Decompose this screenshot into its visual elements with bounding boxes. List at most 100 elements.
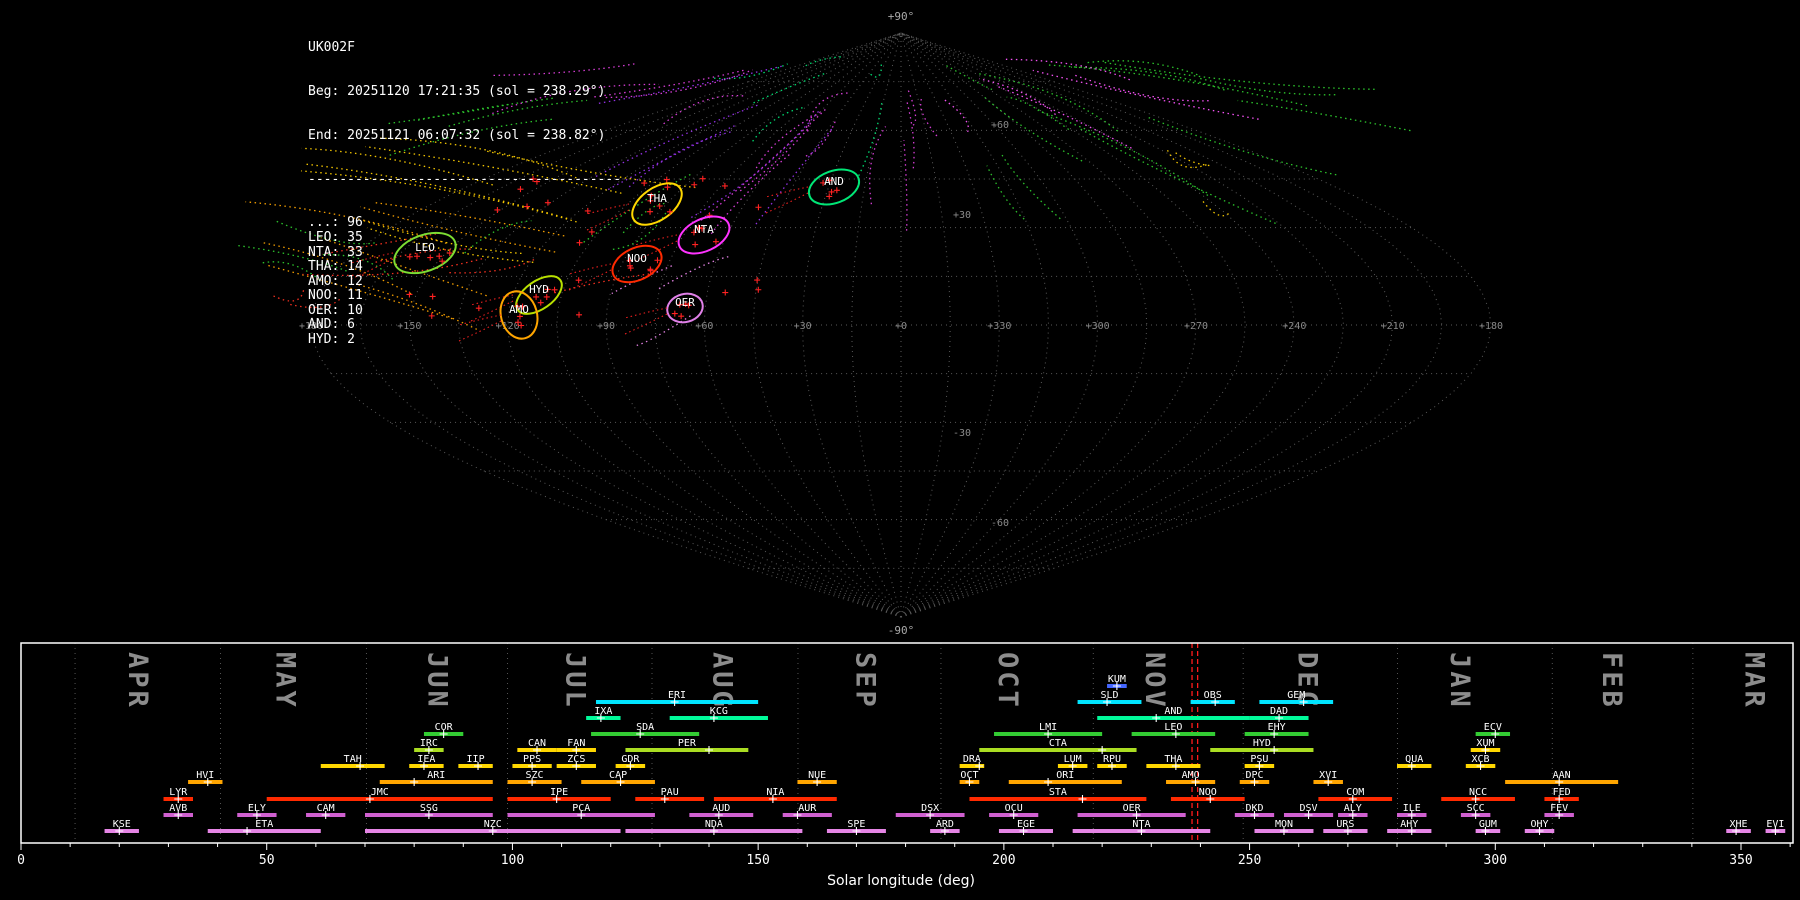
- meteor-track: [658, 256, 729, 290]
- peak-marker-OHY: [1535, 827, 1544, 835]
- peak-marker-NUE: [813, 778, 822, 786]
- peak-marker-COR: [439, 730, 448, 738]
- shower-label-FAN: FAN: [567, 738, 585, 749]
- longitude-label: +180: [1479, 321, 1503, 332]
- meteor-track: [355, 283, 478, 330]
- shower-label-FEV: FEV: [1550, 803, 1568, 814]
- month-label-JAN: JAN: [1444, 652, 1475, 710]
- shower-label-XHE: XHE: [1730, 819, 1748, 830]
- peak-marker-NCC: [1471, 795, 1480, 803]
- meteor-marker: [699, 225, 706, 232]
- shower-label-ARI: ARI: [427, 770, 445, 781]
- peak-marker-NOO: [1206, 795, 1215, 803]
- shower-label-ETA: ETA: [255, 819, 273, 830]
- peak-marker-COM: [1348, 795, 1357, 803]
- shower-count-line: ...: 96: [308, 215, 363, 231]
- grid-meridian: [654, 32, 902, 618]
- meteor-track: [1078, 127, 1276, 224]
- peak-marker-HVI: [203, 778, 212, 786]
- meteor-marker: [543, 293, 550, 300]
- meteor-track: [999, 151, 1061, 220]
- shower-label-LUM: LUM: [1064, 754, 1082, 765]
- peak-marker-DAD: [1275, 714, 1284, 722]
- peak-marker-IRC: [424, 746, 433, 754]
- shower-label-GEM: GEM: [1287, 690, 1305, 701]
- radiant-drift-track: [350, 258, 394, 280]
- meteor-track: [1087, 60, 1198, 76]
- meteor-track: [869, 126, 887, 205]
- meteor-track: [1037, 109, 1209, 197]
- timeline-frame: [20, 642, 1794, 844]
- peak-marker-QUA: [1407, 762, 1416, 770]
- shower-label-AUR: AUR: [798, 803, 817, 814]
- meteor-marker: [439, 258, 446, 265]
- peak-marker-DKD: [1250, 811, 1259, 819]
- meteor-marker: [429, 293, 436, 300]
- peak-marker-TAH: [356, 762, 365, 770]
- shower-count-list: ...: 96 LEO: 35 NTA: 33 THA: 14 AMO: 12 NOO: …: [308, 216, 621, 347]
- meteor-marker: [641, 180, 648, 187]
- month-label-MAR: MAR: [1739, 652, 1770, 710]
- longitude-label: +90: [597, 321, 615, 332]
- shower-label-CAP: CAP: [609, 770, 627, 781]
- longitude-label: +0: [895, 321, 907, 332]
- shower-label-IRC: IRC: [420, 738, 438, 749]
- shower-label-TAH: TAH: [344, 754, 362, 765]
- meteor-marker: [575, 277, 582, 284]
- peak-marker-THA: [1171, 762, 1180, 770]
- peak-marker-URS: [1343, 827, 1352, 835]
- meteor-track: [1005, 58, 1131, 81]
- peak-marker-LEO: [1171, 730, 1180, 738]
- grid-meridian: [900, 32, 1492, 618]
- meteor-track: [713, 63, 788, 80]
- tick-label: 150: [746, 853, 769, 868]
- shower-label-PER: PER: [678, 738, 697, 749]
- meteor-marker: [524, 203, 531, 210]
- radiant-drift-track: [568, 269, 612, 291]
- meteor-marker: [671, 310, 678, 317]
- meteor-track: [362, 219, 522, 255]
- meteor-marker: [530, 175, 537, 182]
- peak-marker-KCG: [709, 714, 718, 722]
- longitude-label: +330: [987, 321, 1011, 332]
- shower-label-NCC: NCC: [1469, 787, 1487, 798]
- longitude-label: +180: [299, 321, 323, 332]
- shower-count-line: NOO: 11: [308, 288, 363, 304]
- shower-label-OER: OER: [1123, 803, 1142, 814]
- tick-label: 250: [1238, 853, 1261, 868]
- radiant-label-THA: THA: [647, 192, 667, 205]
- shower-label-DSV: DSV: [1300, 803, 1318, 814]
- radiant-ellipse-NOO: [611, 244, 663, 284]
- shower-label-QUA: QUA: [1405, 754, 1423, 765]
- meteor-marker: [826, 193, 833, 200]
- meteor-track: [710, 152, 793, 235]
- longitude-label: +300: [1086, 321, 1110, 332]
- meteor-track: [1006, 96, 1070, 131]
- shower-label-SPE: SPE: [847, 819, 865, 830]
- peak-marker-PER: [705, 746, 714, 754]
- longitude-label: +210: [1381, 321, 1405, 332]
- shower-label-SSG: SSG: [420, 803, 438, 814]
- meteor-track: [303, 163, 568, 220]
- peak-marker-OCT: [965, 778, 974, 786]
- peak-marker-PCA: [577, 811, 586, 819]
- peak-marker-LMI: [1044, 730, 1053, 738]
- meteor-marker: [544, 199, 551, 206]
- meteor-track: [755, 111, 821, 169]
- meteor-track: [374, 201, 565, 237]
- peak-marker-NZC: [488, 827, 497, 835]
- meteor-track: [612, 209, 669, 250]
- meteor-marker: [627, 265, 634, 272]
- peak-marker-ALY: [1348, 811, 1357, 819]
- meteor-marker: [475, 305, 482, 312]
- meteor-track: [906, 100, 915, 169]
- month-label-MAY: MAY: [269, 652, 300, 710]
- shower-label-SDA: SDA: [636, 722, 654, 733]
- shower-label-HYD: HYD: [1253, 738, 1271, 749]
- meteor-track: [359, 206, 556, 253]
- meteor-marker: [494, 206, 501, 213]
- radiant-drift-track: [634, 234, 678, 246]
- meteor-track: [493, 63, 636, 77]
- shower-label-GUM: GUM: [1479, 819, 1497, 830]
- month-label-JUN: JUN: [422, 652, 453, 710]
